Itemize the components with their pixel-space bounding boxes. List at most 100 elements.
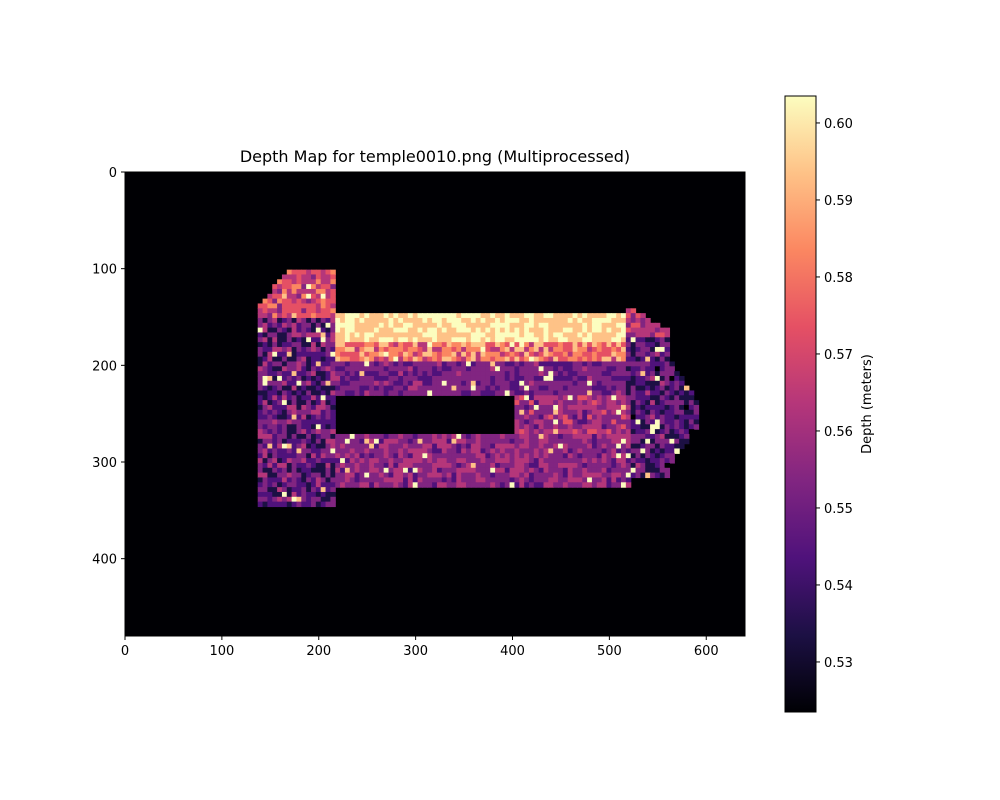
depth-pixel bbox=[417, 482, 424, 488]
depth-pixel bbox=[267, 371, 273, 377]
depth-pixel bbox=[325, 303, 331, 309]
depth-pixel bbox=[344, 448, 351, 454]
depth-pixel bbox=[582, 404, 588, 411]
depth-pixel bbox=[635, 472, 641, 479]
depth-pixel bbox=[524, 346, 530, 353]
depth-pixel bbox=[296, 501, 302, 508]
depth-pixel bbox=[320, 380, 327, 387]
depth-pixel bbox=[277, 385, 283, 392]
depth-pixel bbox=[315, 487, 322, 493]
depth-pixel bbox=[611, 400, 617, 406]
depth-pixel bbox=[572, 472, 579, 479]
depth-pixel bbox=[388, 313, 394, 319]
depth-pixel bbox=[616, 462, 622, 469]
depth-pixel bbox=[296, 288, 302, 295]
depth-pixel bbox=[446, 371, 453, 377]
depth-pixel bbox=[311, 313, 317, 319]
depth-pixel bbox=[640, 371, 646, 377]
depth-pixel bbox=[606, 356, 612, 363]
depth-pixel bbox=[461, 356, 467, 363]
depth-pixel bbox=[393, 327, 399, 334]
depth-pixel bbox=[596, 356, 603, 363]
depth-pixel bbox=[470, 467, 477, 474]
depth-pixel bbox=[606, 424, 612, 430]
depth-pixel bbox=[625, 375, 632, 382]
depth-pixel bbox=[490, 322, 496, 329]
depth-pixel bbox=[272, 351, 278, 358]
depth-pixel bbox=[528, 458, 535, 464]
depth-pixel bbox=[373, 317, 380, 324]
x-tick-label: 400 bbox=[500, 644, 525, 659]
depth-pixel bbox=[562, 458, 569, 464]
depth-pixel bbox=[417, 366, 424, 372]
depth-pixel bbox=[432, 356, 438, 363]
depth-pixel bbox=[572, 380, 579, 387]
depth-pixel bbox=[272, 400, 278, 406]
depth-pixel bbox=[495, 322, 501, 329]
depth-pixel bbox=[398, 366, 404, 372]
depth-pixel bbox=[296, 332, 302, 338]
depth-pixel bbox=[683, 390, 690, 396]
depth-pixel bbox=[567, 448, 574, 454]
depth-pixel bbox=[272, 356, 278, 363]
depth-pixel bbox=[349, 313, 356, 319]
depth-pixel bbox=[272, 496, 278, 503]
depth-pixel bbox=[601, 419, 608, 425]
depth-pixel bbox=[577, 409, 583, 416]
depth-pixel bbox=[349, 361, 356, 367]
depth-pixel bbox=[659, 409, 666, 416]
depth-pixel bbox=[659, 395, 666, 401]
depth-pixel bbox=[281, 351, 288, 358]
depth-pixel bbox=[461, 322, 467, 329]
depth-pixel bbox=[315, 366, 322, 372]
depth-pixel bbox=[296, 303, 302, 309]
depth-pixel bbox=[669, 443, 675, 450]
depth-pixel bbox=[654, 409, 661, 416]
depth-pixel bbox=[490, 356, 496, 363]
depth-pixel bbox=[572, 414, 579, 421]
depth-pixel bbox=[606, 346, 612, 353]
depth-pixel bbox=[630, 409, 637, 416]
depth-pixel bbox=[538, 366, 545, 372]
depth-pixel bbox=[645, 443, 651, 450]
depth-pixel bbox=[432, 458, 438, 464]
depth-pixel bbox=[412, 346, 419, 353]
depth-pixel bbox=[524, 448, 530, 454]
depth-pixel bbox=[412, 482, 419, 488]
depth-pixel bbox=[451, 467, 457, 474]
depth-pixel bbox=[533, 472, 540, 479]
depth-pixel bbox=[378, 462, 385, 469]
depth-pixel bbox=[364, 482, 370, 488]
depth-pixel bbox=[373, 380, 380, 387]
depth-pixel bbox=[567, 380, 574, 387]
depth-pixel bbox=[611, 472, 617, 479]
x-tick-label: 300 bbox=[403, 644, 428, 659]
depth-pixel bbox=[344, 313, 351, 319]
depth-pixel bbox=[475, 462, 482, 469]
depth-pixel bbox=[625, 342, 632, 348]
depth-pixel bbox=[480, 346, 486, 353]
depth-pixel bbox=[344, 385, 351, 392]
depth-pixel bbox=[558, 477, 564, 483]
depth-pixel bbox=[480, 371, 486, 377]
depth-pixel bbox=[688, 390, 695, 396]
depth-pixel bbox=[630, 337, 637, 343]
depth-pixel bbox=[514, 337, 520, 343]
depth-pixel bbox=[679, 443, 685, 450]
depth-pixel bbox=[291, 487, 298, 493]
depth-pixel bbox=[611, 429, 617, 435]
depth-pixel bbox=[645, 356, 651, 363]
depth-pixel bbox=[393, 322, 399, 329]
depth-pixel bbox=[640, 400, 646, 406]
depth-pixel bbox=[315, 400, 322, 406]
depth-pixel bbox=[654, 371, 661, 377]
depth-pixel bbox=[422, 346, 428, 353]
depth-pixel bbox=[451, 385, 457, 392]
depth-pixel bbox=[456, 472, 462, 479]
depth-pixel bbox=[616, 424, 622, 430]
depth-pixel bbox=[325, 438, 331, 445]
depth-pixel bbox=[650, 332, 656, 338]
depth-pixel bbox=[373, 337, 380, 343]
depth-pixel bbox=[587, 327, 593, 334]
depth-pixel bbox=[330, 409, 336, 416]
